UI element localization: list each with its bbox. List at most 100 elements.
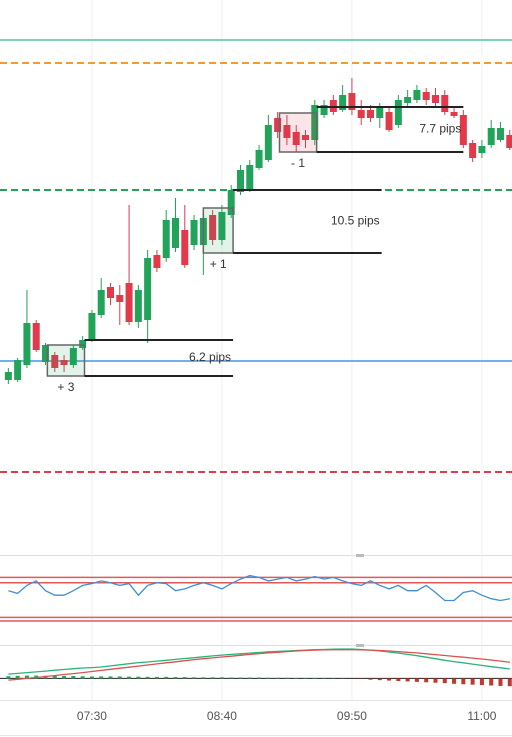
pane-handle — [356, 554, 364, 557]
candle-body — [478, 146, 486, 153]
candle-body — [116, 295, 124, 302]
candle-body — [144, 258, 152, 320]
candle-body — [125, 283, 133, 322]
candle-body — [301, 135, 309, 140]
candle-body — [171, 218, 179, 248]
histogram-bar — [414, 678, 419, 682]
candle-body — [255, 150, 263, 168]
candle-body — [88, 313, 96, 340]
candle-body — [348, 93, 356, 110]
histogram-bar — [479, 678, 484, 686]
candle-body — [41, 345, 49, 362]
trade-box — [278, 112, 318, 153]
trade-result: + 3 — [57, 380, 74, 394]
histogram-bar — [507, 678, 512, 687]
histogram-bar — [257, 677, 262, 679]
candle-body — [487, 128, 495, 145]
candle-body — [153, 255, 161, 268]
indicator-line — [8, 648, 510, 675]
candle-body — [441, 95, 449, 112]
histogram-bar — [62, 676, 67, 679]
histogram-bar — [470, 678, 475, 685]
candle-body — [236, 170, 244, 192]
trade-pips: 6.2 pips — [189, 350, 231, 364]
candle-body — [79, 340, 87, 348]
candle-body — [97, 290, 105, 315]
candle-body — [181, 230, 189, 265]
histogram-bar — [173, 677, 178, 679]
histogram-bar — [452, 678, 457, 684]
candle-body — [218, 212, 226, 240]
histogram-bar — [210, 677, 215, 679]
trade-pips: 10.5 pips — [331, 214, 380, 228]
candle-body — [134, 290, 142, 322]
histogram-bar — [377, 678, 382, 681]
candle-body — [209, 215, 217, 240]
candle-body — [264, 125, 272, 160]
candle-body — [14, 360, 22, 380]
candle-body — [162, 220, 170, 258]
candle-body — [339, 95, 347, 110]
candle-body — [320, 105, 328, 115]
histogram-bar — [266, 677, 271, 679]
trade-result: - 1 — [291, 156, 305, 170]
histogram-bar — [275, 677, 280, 679]
candle-body — [283, 125, 291, 138]
histogram-bar — [433, 678, 438, 683]
histogram-bar — [117, 676, 122, 679]
trade-pips: 7.7 pips — [419, 122, 461, 136]
histogram-bar — [182, 677, 187, 679]
histogram-bar — [387, 678, 392, 681]
histogram-bar — [498, 678, 503, 686]
histogram-bar — [201, 677, 206, 679]
candle-body — [394, 100, 402, 125]
histogram-bar — [108, 676, 113, 679]
histogram-bar — [359, 678, 364, 680]
histogram-bar — [284, 677, 289, 679]
candle-body — [385, 112, 393, 130]
candle-body — [190, 220, 198, 245]
histogram-bar — [442, 678, 447, 684]
candle-body — [32, 323, 40, 350]
trade-box — [46, 344, 86, 377]
histogram-bar — [136, 676, 141, 679]
histogram-bar — [127, 676, 132, 679]
histogram-bar — [24, 675, 29, 679]
histogram-bar — [424, 678, 429, 683]
candle-body — [357, 110, 365, 118]
histogram-bar — [6, 676, 11, 679]
histogram-bar — [52, 675, 57, 679]
histogram-bar — [71, 676, 76, 679]
trade-result: + 1 — [210, 257, 227, 271]
x-tick-label: 08:40 — [207, 709, 237, 723]
histogram-bar — [192, 677, 197, 679]
candle-body — [292, 132, 300, 145]
candle-body — [469, 143, 477, 158]
histogram-bar — [164, 676, 169, 679]
histogram-bar — [238, 677, 243, 679]
histogram-bar — [89, 676, 94, 679]
histogram-bar — [489, 678, 494, 686]
indicator-line — [8, 649, 510, 681]
histogram-bar — [368, 678, 373, 680]
pane-handle — [356, 644, 364, 647]
candle-body — [227, 190, 235, 215]
candle-body — [51, 355, 59, 368]
candle-body — [376, 108, 384, 118]
candle-body — [274, 118, 282, 132]
indicator-line — [8, 574, 510, 602]
histogram-bar — [99, 676, 104, 679]
histogram-bar — [80, 676, 85, 679]
x-tick-label: 09:50 — [337, 709, 367, 723]
trade-box — [202, 207, 234, 254]
histogram-bar — [247, 677, 252, 679]
x-tick-label: 07:30 — [77, 709, 107, 723]
histogram-bar — [219, 677, 224, 679]
candle-body — [311, 105, 319, 140]
candle-body — [4, 372, 12, 380]
candle-body — [60, 360, 68, 365]
histogram-bar — [405, 678, 410, 682]
candle-body — [69, 348, 77, 365]
